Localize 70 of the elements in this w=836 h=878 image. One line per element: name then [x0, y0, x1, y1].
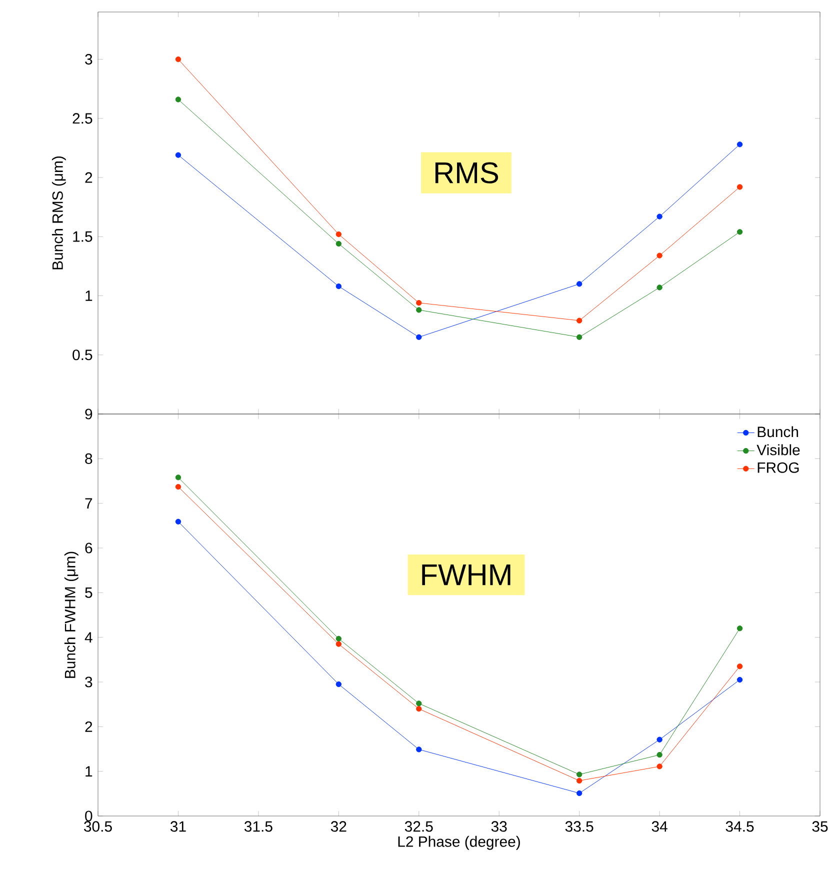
y-tick-label: 2: [85, 721, 92, 732]
x-tick-label: 34: [652, 821, 668, 832]
point: [576, 318, 582, 324]
y-axis-title: Bunch FWHM (μm): [64, 552, 78, 678]
y-tick-label: 4: [84, 632, 92, 642]
annotation: FWHM: [422, 564, 510, 586]
point: [336, 231, 342, 238]
y-axis-title: Bunch RMS (μm): [52, 156, 66, 270]
y-tick-label: 0.5: [72, 350, 92, 360]
point: [416, 300, 422, 306]
point: [736, 676, 743, 683]
y-tick-label: 5: [85, 587, 92, 598]
y-tick-label: 3: [85, 54, 92, 65]
legend-label: Visible: [756, 444, 800, 456]
point: [736, 142, 743, 148]
x-axis-title: L2 Phase (degree): [398, 836, 520, 850]
point: [336, 636, 342, 642]
point: [576, 778, 582, 784]
point: [336, 641, 342, 647]
y-tick-label: 6: [85, 542, 92, 554]
point: [736, 184, 743, 190]
x-tick-label: 34.5: [726, 821, 754, 832]
point: [656, 214, 662, 220]
point: [336, 681, 342, 688]
point: [736, 626, 743, 632]
x-tick-label: 32.5: [404, 821, 433, 832]
y-tick-label: 1: [86, 290, 92, 301]
point: [736, 229, 743, 235]
x-tick-label: 33: [491, 821, 507, 832]
point: [336, 240, 342, 247]
point: [656, 284, 662, 290]
point: [416, 746, 422, 752]
point: [175, 152, 182, 158]
point: [175, 96, 182, 102]
point: [576, 334, 582, 340]
y-tick-label: 0: [85, 810, 92, 822]
x-tick-label: 33.5: [565, 821, 594, 832]
point: [656, 736, 662, 742]
y-tick-label: 8: [85, 453, 92, 464]
point: [656, 252, 662, 258]
y-tick-label: 7: [85, 498, 92, 508]
x-tick-label: 35: [812, 821, 828, 832]
y-tick-label: 1: [86, 766, 92, 776]
legend-label: FROG: [758, 462, 799, 473]
point: [175, 518, 182, 524]
y-tick-label: 2: [85, 172, 92, 183]
point: [336, 283, 342, 290]
annotation: RMS: [435, 162, 498, 184]
point: [416, 706, 422, 712]
point: [416, 334, 422, 340]
y-tick-label: 1.5: [73, 231, 92, 242]
x-tick-label: 31: [170, 821, 186, 832]
y-tick-label: 3: [85, 676, 92, 688]
y-tick-label: 9: [85, 408, 92, 420]
point: [656, 764, 662, 770]
y-tick-label: 2.5: [72, 113, 92, 124]
point: [656, 752, 662, 758]
point: [175, 474, 182, 480]
point: [416, 307, 422, 313]
point: [736, 664, 743, 670]
legend-label: Bunch: [758, 426, 798, 438]
x-tick-label: 31.5: [244, 821, 272, 832]
point: [416, 700, 422, 706]
point: [576, 281, 582, 287]
point: [175, 484, 182, 490]
x-tick-label: 30.5: [84, 821, 112, 832]
point: [175, 56, 182, 62]
point: [576, 790, 582, 796]
x-tick-label: 32: [330, 821, 346, 832]
point: [576, 772, 582, 778]
